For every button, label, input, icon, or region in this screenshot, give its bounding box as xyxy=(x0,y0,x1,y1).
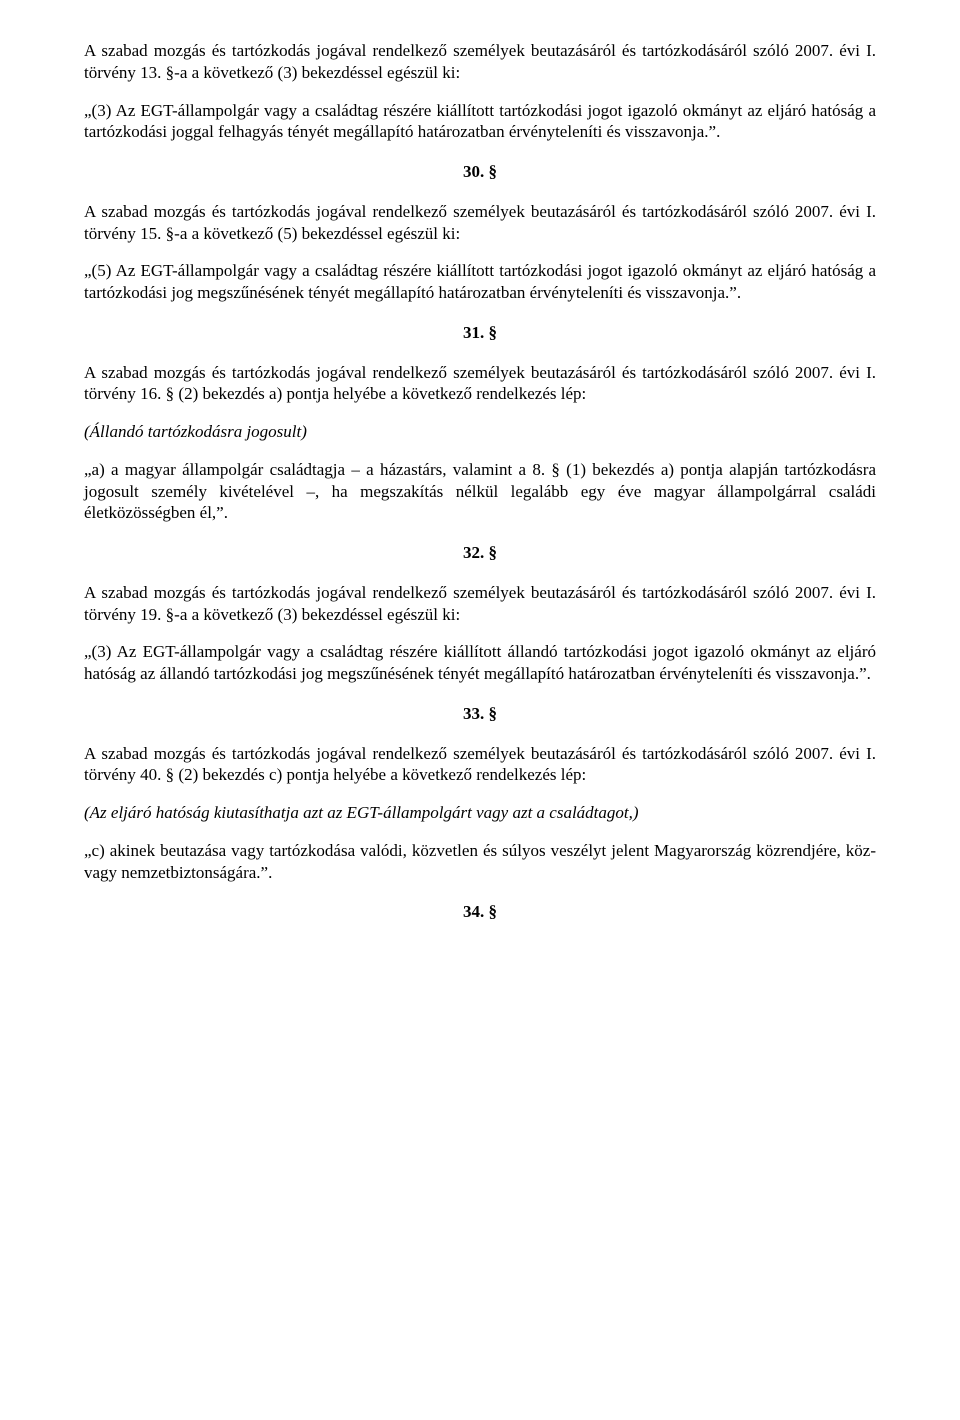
body-paragraph: A szabad mozgás és tartózkodás jogával r… xyxy=(84,362,876,406)
section-number-30: 30. § xyxy=(84,161,876,183)
quote-paragraph: „c) akinek beutazása vagy tartózkodása v… xyxy=(84,840,876,884)
section-number-32: 32. § xyxy=(84,542,876,564)
section-number-33: 33. § xyxy=(84,703,876,725)
body-paragraph: A szabad mozgás és tartózkodás jogával r… xyxy=(84,743,876,787)
quote-paragraph: „(3) Az EGT-állampolgár vagy a családtag… xyxy=(84,100,876,144)
body-paragraph: A szabad mozgás és tartózkodás jogával r… xyxy=(84,201,876,245)
italic-note: (Az eljáró hatóság kiutasíthatja azt az … xyxy=(84,802,876,824)
quote-paragraph: „a) a magyar állampolgár családtagja – a… xyxy=(84,459,876,524)
body-paragraph: A szabad mozgás és tartózkodás jogával r… xyxy=(84,582,876,626)
section-number-34: 34. § xyxy=(84,901,876,923)
quote-paragraph: „(5) Az EGT-állampolgár vagy a családtag… xyxy=(84,260,876,304)
italic-note: (Állandó tartózkodásra jogosult) xyxy=(84,421,876,443)
quote-paragraph: „(3) Az EGT-állampolgár vagy a családtag… xyxy=(84,641,876,685)
section-number-31: 31. § xyxy=(84,322,876,344)
body-paragraph: A szabad mozgás és tartózkodás jogával r… xyxy=(84,40,876,84)
